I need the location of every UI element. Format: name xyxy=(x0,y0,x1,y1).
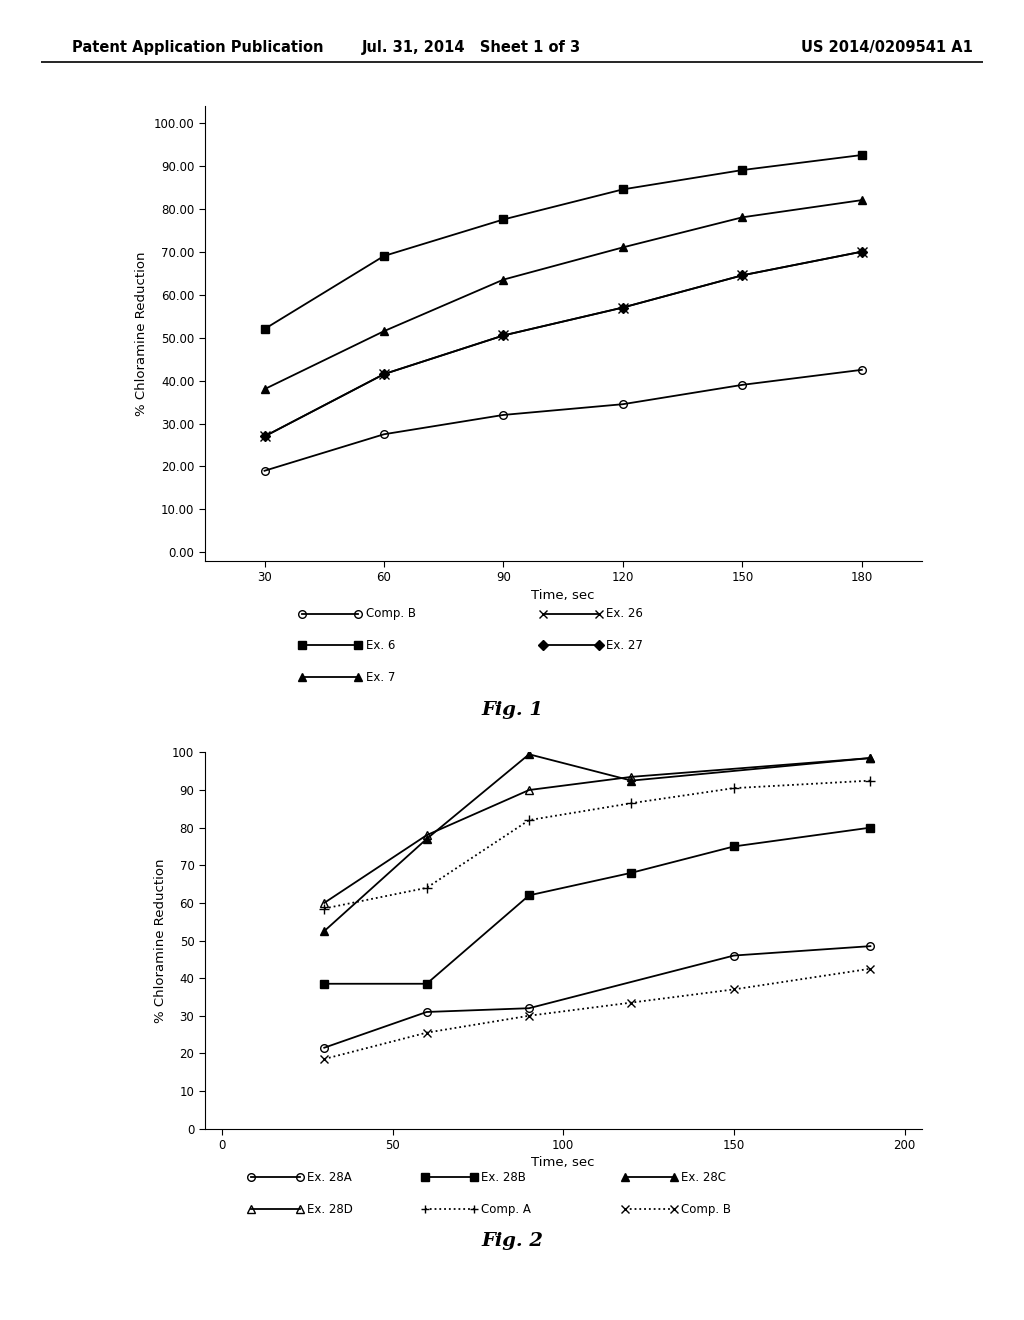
Text: Ex. 28D: Ex. 28D xyxy=(307,1203,353,1216)
Text: Ex. 7: Ex. 7 xyxy=(366,671,395,684)
Text: Jul. 31, 2014   Sheet 1 of 3: Jul. 31, 2014 Sheet 1 of 3 xyxy=(361,40,581,55)
Text: US 2014/0209541 A1: US 2014/0209541 A1 xyxy=(801,40,973,55)
Text: Comp. B: Comp. B xyxy=(366,607,416,620)
Text: Ex. 26: Ex. 26 xyxy=(606,607,643,620)
Text: Ex. 28A: Ex. 28A xyxy=(307,1171,352,1184)
X-axis label: Time, sec: Time, sec xyxy=(531,1156,595,1170)
Text: Ex. 27: Ex. 27 xyxy=(606,639,643,652)
Text: Comp. B: Comp. B xyxy=(681,1203,731,1216)
Text: Ex. 6: Ex. 6 xyxy=(366,639,395,652)
Y-axis label: % Chloramine Reduction: % Chloramine Reduction xyxy=(135,251,148,416)
Text: Comp. A: Comp. A xyxy=(481,1203,531,1216)
X-axis label: Time, sec: Time, sec xyxy=(531,589,595,602)
Text: Ex. 28C: Ex. 28C xyxy=(681,1171,726,1184)
Text: Ex. 28B: Ex. 28B xyxy=(481,1171,526,1184)
Y-axis label: % Chloramine Reduction: % Chloramine Reduction xyxy=(154,858,167,1023)
Text: Patent Application Publication: Patent Application Publication xyxy=(72,40,324,55)
Text: Fig. 1: Fig. 1 xyxy=(481,701,543,719)
Text: Fig. 2: Fig. 2 xyxy=(481,1232,543,1250)
